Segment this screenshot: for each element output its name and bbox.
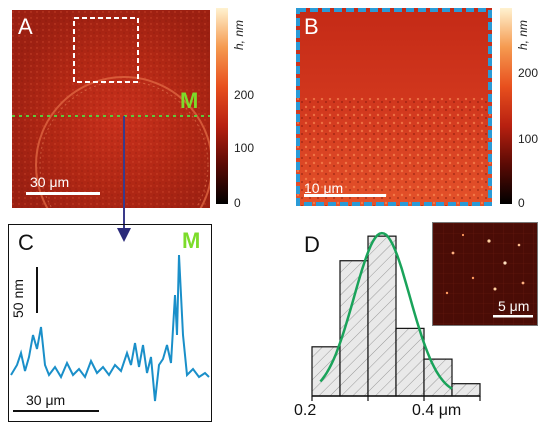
x-ticks bbox=[311, 396, 481, 401]
height-profile-line bbox=[10, 254, 210, 402]
scale-bar-inset bbox=[493, 315, 533, 318]
colorbar-b-tick-200: 200 bbox=[518, 66, 539, 80]
scale-label-a: 30 μm bbox=[30, 174, 70, 190]
panel-letter-c: C bbox=[18, 230, 34, 255]
scale-bar-a bbox=[26, 192, 100, 195]
panel-letter-b: B bbox=[304, 14, 319, 39]
histogram-bar bbox=[367, 235, 397, 397]
colorbar-b-tick-0: 0 bbox=[518, 196, 525, 210]
marker-m-a: M bbox=[180, 88, 199, 113]
afm-map-a bbox=[12, 10, 213, 254]
afm-map-b bbox=[296, 8, 492, 206]
histogram-bar bbox=[395, 327, 425, 397]
x-tick-label-0: 0.2 bbox=[294, 402, 317, 419]
histogram-chart bbox=[311, 231, 481, 401]
histogram-bar bbox=[423, 358, 453, 397]
colorbar-a-tick-100: 100 bbox=[234, 141, 255, 155]
histogram-bar bbox=[451, 383, 481, 397]
panel-letter-a: A bbox=[18, 14, 33, 39]
arrow-a-to-c bbox=[117, 116, 131, 242]
colorbar-a bbox=[216, 8, 228, 204]
marker-m-c: M bbox=[182, 228, 201, 253]
scale-label-c-y: 50 nm bbox=[10, 279, 26, 318]
scale-label-b: 10 μm bbox=[304, 180, 344, 196]
height-profile-plot bbox=[10, 254, 210, 412]
colorbar-b-unit: h, nm bbox=[516, 19, 530, 50]
scale-label-c-x: 30 μm bbox=[26, 392, 66, 408]
panel-b-image bbox=[296, 8, 492, 206]
panel-d-inset bbox=[432, 222, 538, 326]
x-tick-label-1: 0.4 μm bbox=[412, 402, 462, 419]
panel-a-image bbox=[12, 10, 213, 254]
scale-bar-b bbox=[304, 194, 386, 197]
panel-c-frame bbox=[8, 224, 212, 422]
colorbar-a-tick-0: 0 bbox=[234, 196, 241, 210]
panel-letter-d: D bbox=[304, 232, 320, 257]
gaussian-fit-curve bbox=[319, 231, 453, 390]
scale-label-inset: 5 μm bbox=[498, 298, 530, 314]
colorbar-b bbox=[500, 8, 512, 204]
colorbar-b-tick-100: 100 bbox=[518, 132, 539, 146]
colorbar-a-tick-200: 200 bbox=[234, 88, 255, 102]
colorbar-a-unit: h, nm bbox=[232, 19, 246, 50]
zoom-box-b bbox=[296, 8, 492, 206]
inset-afm-map bbox=[433, 223, 537, 325]
zoom-box-a bbox=[73, 17, 139, 83]
